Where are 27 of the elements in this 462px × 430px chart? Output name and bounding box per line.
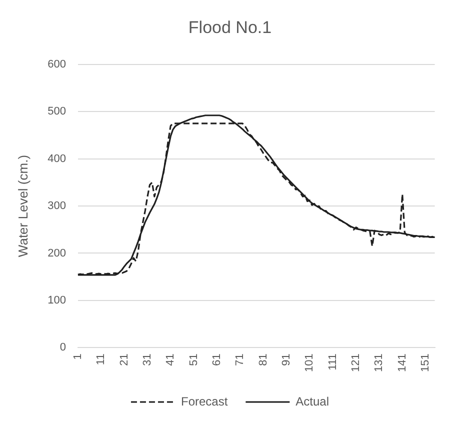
legend-label: Forecast <box>180 394 228 408</box>
x-tick-label: 111 <box>326 354 339 370</box>
x-tick-label: 41 <box>164 354 177 366</box>
y-tick-label: 0 <box>60 342 66 354</box>
x-tick-label: 91 <box>280 354 293 366</box>
x-tick-label: 131 <box>373 354 386 372</box>
y-axis-title: Water Level (cm.) <box>15 154 30 258</box>
x-tick-label: 101 <box>304 354 316 372</box>
y-tick-label: 400 <box>48 152 66 165</box>
x-tick-label: 81 <box>257 354 270 366</box>
y-tick-label: 600 <box>48 58 66 70</box>
legend-label: Actual <box>296 394 330 408</box>
y-tick-label: 100 <box>48 294 66 306</box>
y-tick-label: 300 <box>48 200 66 212</box>
y-tick-label: 200 <box>48 247 66 260</box>
x-tick-label: 121 <box>350 354 362 372</box>
x-tick-label: 11 <box>95 354 108 366</box>
x-tick-label: 151 <box>420 354 432 372</box>
chart-title: Flood No.1 <box>188 18 272 37</box>
x-tick-label: 51 <box>188 354 200 366</box>
x-tick-label: 21 <box>118 354 130 366</box>
y-tick-label: 500 <box>48 106 66 118</box>
x-tick-label: 1 <box>72 354 84 360</box>
x-tick-label: 141 <box>396 354 408 372</box>
x-tick-label: 71 <box>234 354 246 366</box>
x-tick-label: 31 <box>142 354 154 366</box>
x-tick-label: 61 <box>211 354 224 366</box>
